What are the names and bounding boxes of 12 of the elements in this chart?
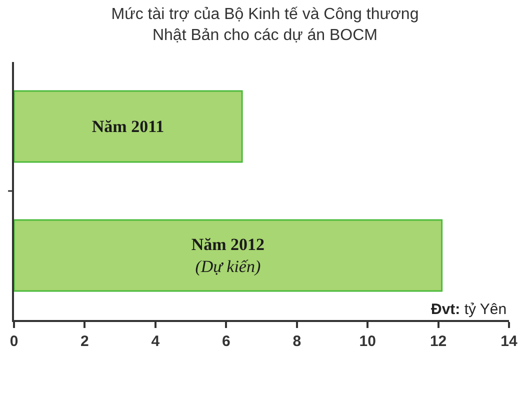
x-tick-label: 12 [430, 333, 447, 350]
x-tick-label: 8 [292, 333, 302, 350]
x-tick-label: 6 [222, 333, 230, 350]
x-tick-label: 14 [500, 333, 518, 350]
x-axis-title: Đvt: tỷ Yên [431, 301, 507, 318]
chart-title: Mức tài trợ của Bộ Kinh tế và Công thương Nhật Bản cho các dự án BOCM [111, 6, 419, 44]
x-tick-label: 4 [151, 333, 160, 350]
y-tick-label: Năm 2012 (Dự kiến) [191, 234, 265, 276]
x-tick-label: 0 [10, 333, 18, 350]
y-tick-label: Năm 2011 [92, 117, 164, 136]
x-tick-label: 10 [359, 333, 376, 350]
x-tick-label: 2 [80, 333, 89, 350]
